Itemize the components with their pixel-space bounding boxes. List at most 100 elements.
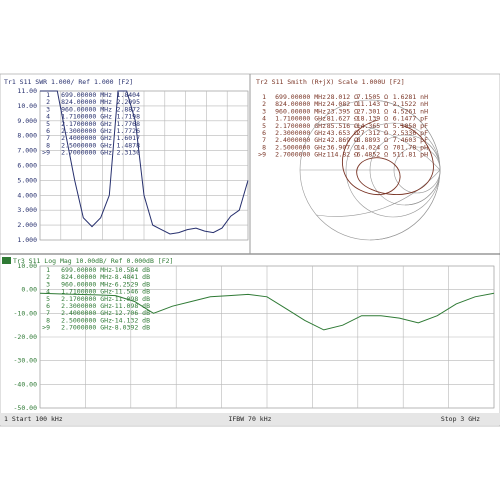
marker-cell: 81.627 Ω: [327, 115, 358, 123]
marker-cell: 28.012 Ω: [327, 93, 358, 101]
marker-cell: 2.3000000 GHz: [61, 302, 112, 310]
y-tick-label: 1.000: [17, 236, 37, 244]
marker-cell: 1.6017: [117, 134, 141, 142]
marker-cell: 1.4878: [117, 141, 141, 149]
y-tick-label: 11.00: [17, 87, 37, 95]
marker-cell: 2: [262, 100, 266, 108]
y-tick-label: -50.00: [14, 404, 38, 412]
marker-cell: 1.7198: [117, 113, 141, 121]
marker-cell: -6.2529 dB: [111, 280, 150, 288]
marker-cell: 42.869 Ω: [327, 136, 358, 144]
marker-cell: 6: [46, 127, 50, 135]
marker-cell: 1.7726: [117, 127, 141, 135]
y-tick-label: 3.000: [17, 206, 37, 214]
marker-cell: 6.1477 pF: [393, 115, 428, 123]
marker-cell: 23.395 Ω: [327, 107, 358, 115]
marker-cell: 7: [46, 309, 50, 317]
marker-cell: 5.1050 pF: [393, 122, 428, 130]
marker-cell: >9: [42, 324, 50, 332]
marker-cell: 1.7100000 GHz: [275, 115, 326, 123]
marker-cell: -18.139 Ω: [353, 115, 388, 123]
y-tick-label: 9.000: [17, 117, 37, 125]
marker-cell: 2.1700000 GHz: [61, 295, 112, 303]
marker-cell: 699.00000 MHz: [61, 91, 112, 99]
marker-cell: 2.7000000 GHz: [61, 149, 112, 157]
marker-cell: -14.365 Ω: [353, 122, 388, 130]
marker-cell: 2.3130: [117, 149, 141, 157]
marker-cell: 2.1700000 GHz: [275, 122, 326, 130]
y-tick-label: 2.000: [17, 221, 37, 229]
trace3-header: Tr3 S11 Log Mag 10.00dB/ Ref 0.000dB [F2…: [13, 257, 173, 265]
marker-cell: 7.4603 pF: [393, 136, 428, 144]
marker-cell: 3: [46, 280, 50, 288]
marker-cell: 7.1505 Ω: [357, 93, 388, 101]
marker-cell: -11.098 dB: [111, 302, 150, 310]
marker-cell: 960.00000 MHz: [61, 105, 112, 113]
y-tick-label: -10.00: [14, 309, 38, 317]
marker-cell: 824.00000 MHz: [275, 100, 326, 108]
marker-cell: 2.7000000 GHz: [61, 324, 112, 332]
y-tick-label: 6.000: [17, 162, 37, 170]
marker-cell: 699.00000 MHz: [61, 266, 112, 274]
marker-cell: 824.00000 MHz: [61, 98, 112, 106]
marker-cell: 2.4000000 GHz: [275, 136, 326, 144]
status-ifbw: IFBW 70 kHz: [228, 415, 271, 423]
smith-chart: [299, 99, 441, 241]
marker-cell: 2.5000000 GHz: [61, 141, 112, 149]
marker-cell: 1.8404: [117, 91, 141, 99]
trace1-header: Tr1 S11 SWR 1.000/ Ref 1.000 [F2]: [4, 78, 133, 86]
marker-cell: >9: [42, 149, 50, 157]
marker-cell: 8: [46, 141, 50, 149]
marker-cell: 6: [262, 129, 266, 137]
marker-cell: 5: [46, 120, 50, 128]
marker-cell: -10.584 dB: [111, 266, 150, 274]
marker-cell: 2.1700000 GHz: [61, 120, 112, 128]
marker-cell: 2.3000000 GHz: [61, 127, 112, 135]
marker-cell: -8.4841 dB: [111, 273, 150, 281]
marker-cell: 43.653 Ω: [327, 129, 358, 137]
marker-cell: 3: [46, 105, 50, 113]
marker-cell: 960.00000 MHz: [61, 280, 112, 288]
y-tick-label: 7.000: [17, 147, 37, 155]
marker-cell: 2.2095: [117, 98, 141, 106]
marker-cell: 2.5000000 GHz: [61, 316, 112, 324]
marker-cell: 960.00000 MHz: [275, 107, 326, 115]
marker-cell: 2.5000000 GHz: [275, 143, 326, 151]
marker-cell: 8: [262, 143, 266, 151]
marker-cell: 5: [46, 295, 50, 303]
marker-cell: 2.7000000 GHz: [275, 151, 326, 159]
marker-cell: -11.098 dB: [111, 295, 150, 303]
marker-cell: 1: [262, 93, 266, 101]
y-tick-label: 0.00: [21, 286, 37, 294]
marker-cell: 2: [46, 98, 50, 106]
y-tick-label: 8.000: [17, 132, 37, 140]
marker-cell: -14.132 dB: [111, 316, 150, 324]
marker-cell: 2.4000000 GHz: [61, 309, 112, 317]
marker-cell: 2.1522 nH: [393, 100, 428, 108]
marker-cell: 1.7100000 GHz: [61, 288, 112, 296]
y-tick-label: 10.00: [17, 262, 37, 270]
marker-cell: 4: [262, 115, 266, 123]
marker-cell: 824.00000 MHz: [61, 273, 112, 281]
marker-cell: 2: [46, 273, 50, 281]
marker-cell: -6.4852 Ω: [353, 151, 388, 159]
marker-cell: -8.0392 dB: [111, 324, 150, 332]
marker-cell: 4.5261 nH: [393, 107, 428, 115]
marker-cell: 1.7100000 GHz: [61, 113, 112, 121]
y-tick-label: -20.00: [14, 333, 38, 341]
marker-cell: 8: [46, 316, 50, 324]
marker-cell: -27.312 Ω: [353, 129, 388, 137]
marker-cell: 2.3000000 GHz: [275, 129, 326, 137]
marker-cell: 2.8872: [117, 105, 141, 113]
status-bar: [0, 413, 500, 425]
y-tick-label: 10.00: [17, 102, 37, 110]
marker-cell: 14.024 Ω: [357, 143, 388, 151]
marker-cell: 36.907 Ω: [327, 143, 358, 151]
trace2-header: Tr2 S11 Smith (R+jX) Scale 1.000U [F2]: [256, 78, 405, 86]
marker-cell: -8.8893 Ω: [353, 136, 388, 144]
trace-line: [39, 292, 495, 331]
y-tick-label: 5.000: [17, 176, 37, 184]
marker-cell: 114.82 Ω: [327, 151, 358, 159]
marker-cell: -11.546 dB: [111, 288, 150, 296]
